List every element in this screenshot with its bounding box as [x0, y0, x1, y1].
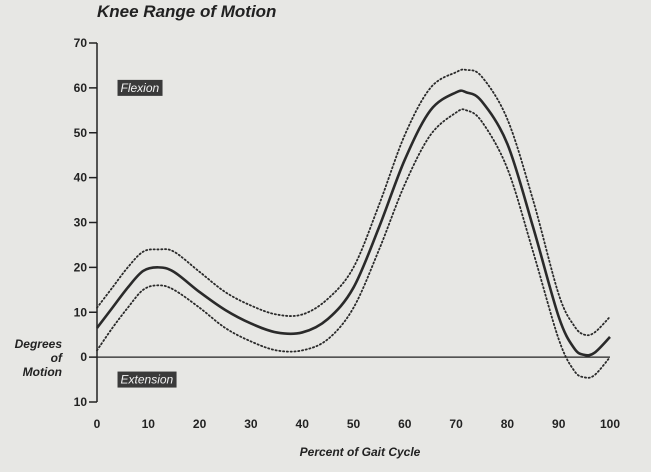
x-tick-label: 0 — [94, 417, 101, 431]
y-axis-title-line: Motion — [23, 365, 62, 379]
x-axis: 0 10 20 30 40 50 60 70 80 90 100 — [94, 417, 621, 431]
annotations: Flexion Extension — [117, 79, 177, 388]
x-tick-label: 100 — [600, 417, 620, 431]
region-label-box — [117, 371, 177, 388]
chart-title: Knee Range of Motion — [97, 2, 276, 21]
x-tick-label: 30 — [244, 417, 258, 431]
x-tick-label: 90 — [552, 417, 566, 431]
region-label-text: Extension — [121, 373, 174, 387]
x-tick-label: 80 — [501, 417, 515, 431]
y-tick-label: 10 — [74, 305, 88, 319]
x-tick-label: 20 — [193, 417, 207, 431]
mean-curve-line — [95, 89, 611, 357]
x-axis-title: Percent of Gait Cycle — [300, 445, 421, 459]
y-axis: 70 60 50 40 30 20 10 0 10 — [74, 36, 98, 409]
y-tick-label: 20 — [74, 260, 88, 274]
x-tick-label: 60 — [398, 417, 412, 431]
y-tick-label: 0 — [80, 350, 87, 364]
x-tick-label: 10 — [142, 417, 156, 431]
y-tick-label: 70 — [74, 36, 88, 50]
y-tick-label: 30 — [74, 216, 88, 230]
region-label-box — [117, 79, 163, 96]
y-axis-title-line: of — [51, 351, 63, 365]
y-tick-label: 40 — [74, 171, 88, 185]
region-label-text: Flexion — [121, 81, 160, 95]
x-tick-label: 70 — [449, 417, 463, 431]
y-tick-label: 10 — [74, 395, 88, 409]
lower-bound-line — [96, 108, 611, 379]
region-label-extension: Extension — [117, 371, 177, 388]
upper-bound-line — [96, 68, 611, 337]
series — [95, 68, 611, 379]
y-axis-title-line: Degrees — [15, 337, 63, 351]
y-tick-label: 60 — [74, 81, 88, 95]
x-tick-label: 40 — [296, 417, 310, 431]
x-tick-label: 50 — [347, 417, 361, 431]
y-tick-label: 50 — [74, 126, 88, 140]
region-label-flexion: Flexion — [117, 79, 163, 96]
